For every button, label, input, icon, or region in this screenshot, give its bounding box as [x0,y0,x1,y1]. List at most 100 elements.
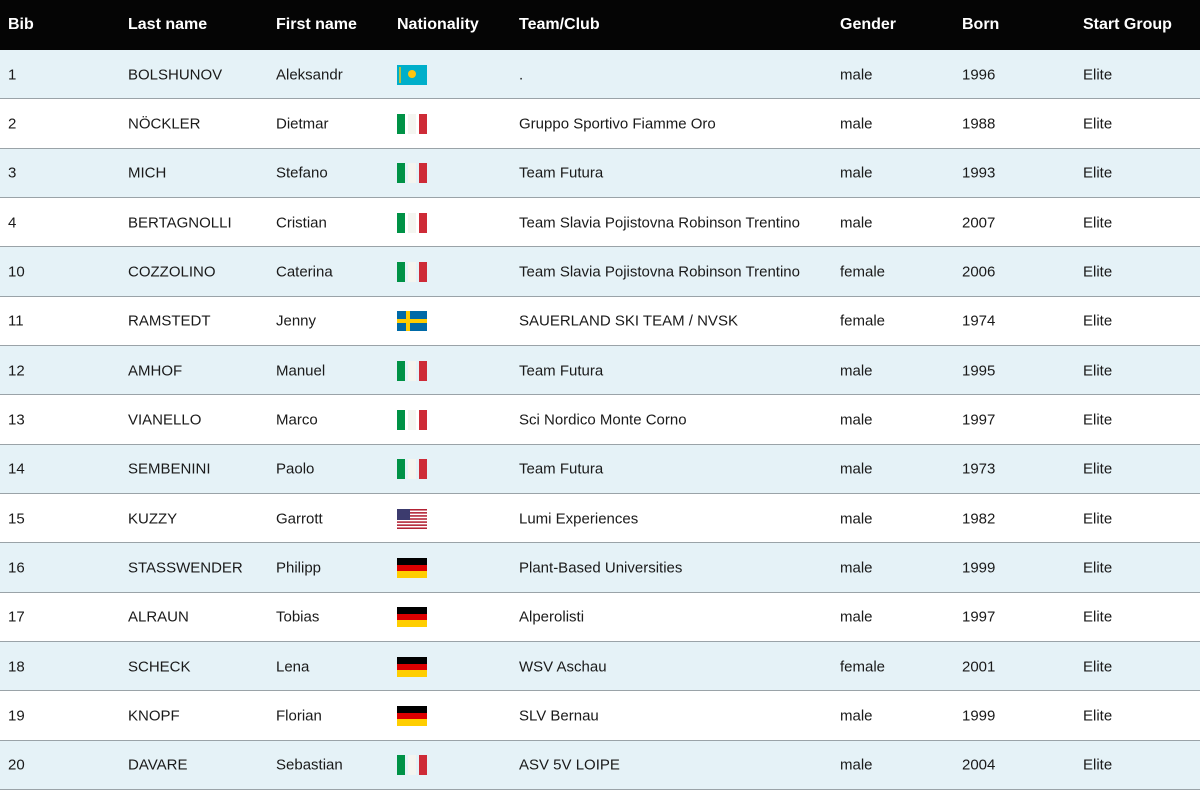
cell-text: 1997 [962,411,996,429]
cell-text: . [519,66,524,84]
cell-text: male [840,608,873,626]
cell-text: Elite [1083,66,1113,84]
cell-text: Stefano [276,164,328,182]
cell-text: Lena [276,658,310,676]
cell-text: SCHECK [128,658,191,676]
cell-text: ALRAUN [128,608,189,626]
cell-text: Caterina [276,263,333,281]
cell-text: male [840,460,873,478]
cell-text: male [840,756,873,774]
table-row: 13 VIANELLO Marco Sci Nordico Monte Corno ma… [0,395,1200,445]
flag [397,113,427,134]
flag [397,459,427,480]
cell-text: 1999 [962,559,996,577]
cell-text: Team Slavia Pojistovna Robinson Trentino [519,214,800,232]
cell-text: Aleksandr [276,66,343,84]
cell-text: Lumi Experiences [519,510,639,528]
cell-text: Gruppo Sportivo Fiamme Oro [519,115,716,133]
cell-text: 13 [8,411,25,429]
cell-text: Team Futura [519,362,604,380]
cell-text: 12 [8,362,25,380]
cell-text: SAUERLAND SKI TEAM / NVSK [519,312,738,330]
flag [397,311,427,332]
column-header: Team/Club [519,16,600,33]
cell-text: 16 [8,559,25,577]
cell-text: Garrott [276,510,323,528]
flag [397,64,427,85]
flag [397,755,427,776]
flag [397,705,427,726]
cell-text: 10 [8,263,25,281]
cell-text: 1996 [962,66,996,84]
cell-text: 1982 [962,510,996,528]
cell-text: Alperolisti [519,608,585,626]
flag [397,163,427,184]
flag [397,360,427,381]
cell-text: Elite [1083,559,1113,577]
cell-text: 2 [8,115,17,133]
cell-text: SEMBENINI [128,460,211,478]
cell-text: 2004 [962,756,996,774]
cell-text: Team Futura [519,460,604,478]
flag [397,409,427,430]
table-row: 3 MICH Stefano Team Futura male 1993 Elite [0,148,1200,198]
cell-text: SLV Bernau [519,707,599,725]
flag [397,261,427,282]
cell-text: AMHOF [128,362,183,380]
cell-text: Team Slavia Pojistovna Robinson Trentino [519,263,800,281]
cell-text: STASSWENDER [128,559,243,577]
table-row: 1 BOLSHUNOV Aleksandr. male 1996 Elite [0,50,1200,100]
cell-text: 2007 [962,214,996,232]
table-row: 15 KUZZY Garrott Lumi Experiences male 1982 El… [0,493,1200,544]
table-row: 11 RAMSTEDT Jenny SAUERLAND SKI TEAM / NVSK… [0,296,1200,346]
cell-text: 2006 [962,263,996,281]
cell-text: Sebastian [276,756,343,774]
cell-text: Elite [1083,263,1113,281]
cell-text: Elite [1083,312,1113,330]
table-header: Bib Last name First name Nationality Team/Cl… [0,0,1200,50]
cell-text: 15 [8,510,25,528]
column-header: Bib [8,16,34,33]
cell-text: Team Futura [519,164,604,182]
cell-text: ASV 5V LOIPE [519,756,620,774]
cell-text: Elite [1083,362,1113,380]
table-row: 4 BERTAGNOLLI Cristian Team Slavia Pojistov… [0,197,1200,248]
flag [397,212,427,233]
table-row: 2 NÖCKLER Dietmar Gruppo Sportivo Fiamme Or… [0,99,1200,149]
cell-text: Elite [1083,115,1113,133]
cell-text: DAVARE [128,756,188,774]
cell-text: 17 [8,608,25,626]
cell-text: male [840,362,873,380]
cell-text: Plant-Based Universities [519,559,683,577]
cell-text: Tobias [276,608,320,626]
cell-text: 20 [8,756,25,774]
cell-text: 1995 [962,362,996,380]
cell-text: male [840,66,873,84]
cell-text: BOLSHUNOV [128,66,223,84]
cell-text: 1997 [962,608,996,626]
cell-text: Elite [1083,756,1113,774]
table-row: 12 AMHOF Manuel Team Futura male 1995 Elite [0,345,1200,396]
table-row: 10 COZZOLINO Caterina Team Slavia Pojistovn… [0,247,1200,297]
cell-text: Marco [276,411,318,429]
flag [397,508,427,529]
cell-text: Elite [1083,510,1113,528]
cell-text: male [840,115,873,133]
cell-text: Dietmar [276,115,329,133]
table-row: 19 KNOPF Florian SLV Bernau male 1999 Elite [0,691,1200,741]
cell-text: Elite [1083,411,1113,429]
cell-text: male [840,214,873,232]
cell-text: female [840,658,886,676]
cell-text: 1993 [962,164,996,182]
cell-text: Florian [276,707,322,725]
cell-text: COZZOLINO [128,263,216,281]
cell-text: Elite [1083,460,1113,478]
cell-text: KNOPF [128,707,180,725]
cell-text: Jenny [276,312,317,330]
cell-text: RAMSTEDT [128,312,211,330]
cell-text: 3 [8,164,17,182]
cell-text: WSV Aschau [519,658,607,676]
table-row: 14 SEMBENINI Paolo Team Futura male 1973 Elite [0,444,1200,494]
cell-text: BERTAGNOLLI [128,214,232,232]
cell-text: Cristian [276,214,327,232]
